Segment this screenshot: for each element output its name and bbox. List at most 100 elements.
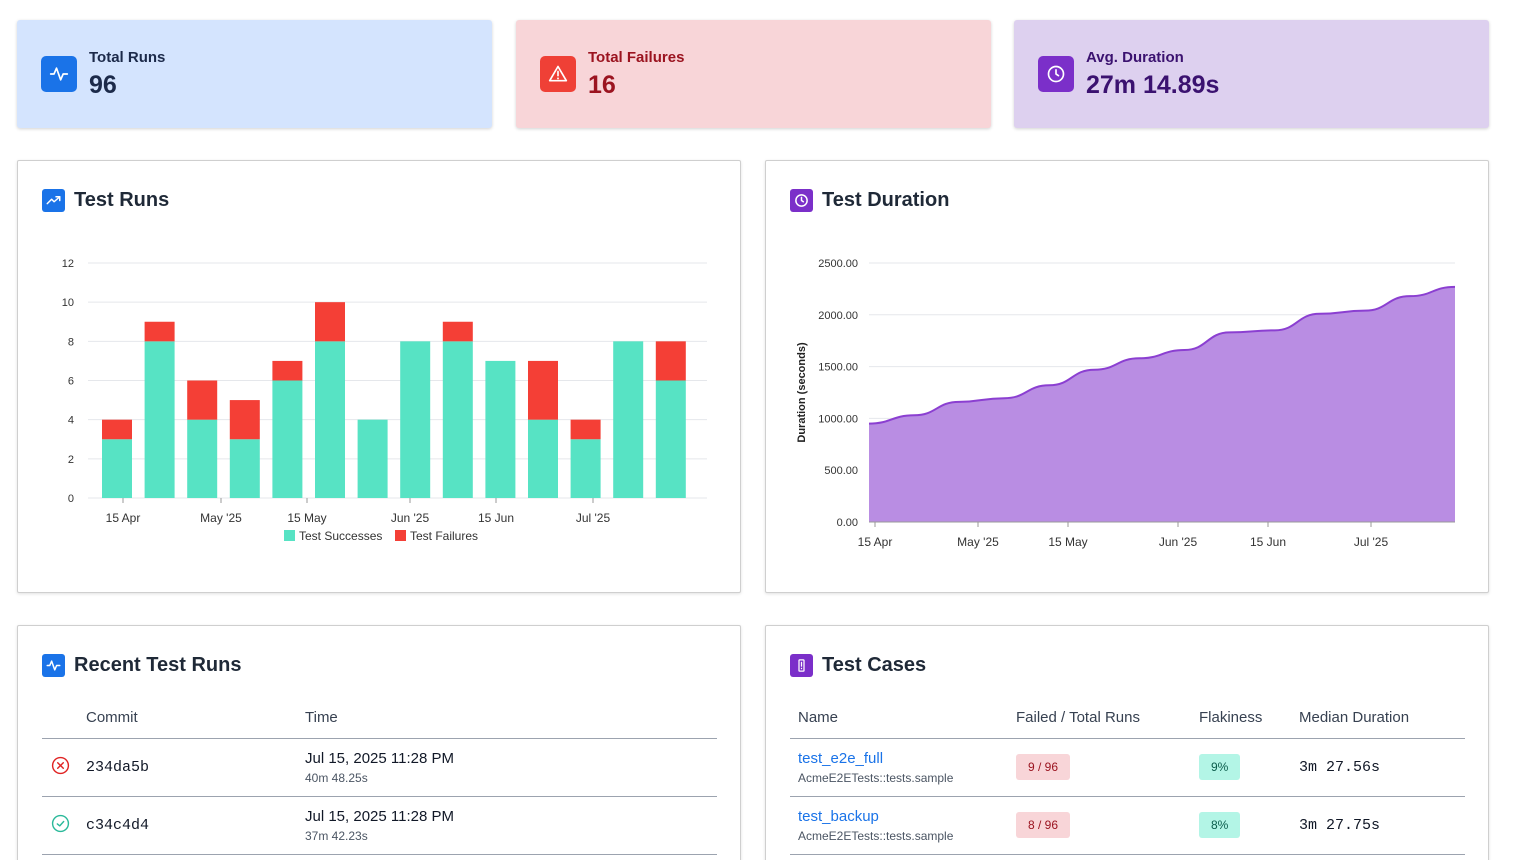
total-failures-card: Total Failures 16: [516, 20, 991, 128]
y-tick-label: 12: [62, 258, 74, 270]
duration-area: [869, 286, 1455, 522]
failed-total-cell: 8 / 96: [1016, 796, 1199, 855]
test-cases-title-text: Test Cases: [822, 654, 927, 676]
table-row[interactable]: c34c4d4 Jul 15, 2025 11:28 PM 37m 42.23s: [42, 796, 717, 855]
time-cell: Jul 15, 2025 11:28 PM 37m 42.23s: [305, 796, 717, 855]
clock-icon: [1038, 56, 1074, 92]
table-row[interactable]: test_e2e_full AcmeE2ETests::tests.sample…: [790, 738, 1465, 797]
name-cell: test_e2e_full AcmeE2ETests::tests.sample: [790, 738, 1016, 797]
exclamation-icon: [790, 654, 813, 677]
total-failures-label: Total Failures: [588, 48, 685, 66]
test-runs-chart: 0 2 4 6 8 10 12 15 Apr May '25 15 May Jun '25 15 Ju…: [62, 258, 707, 543]
recent-runs-table: Commit Time 234da5b Jul 15, 2025 11:28 P…: [42, 704, 717, 855]
median-duration: 3m 27.56s: [1299, 738, 1465, 797]
median-duration: 3m 27.75s: [1299, 796, 1465, 855]
run-time: Jul 15, 2025 11:28 PM: [305, 807, 454, 825]
run-duration: 40m 48.25s: [305, 770, 368, 785]
run-time: Jul 15, 2025 11:28 PM: [305, 749, 454, 767]
success-bar: [655, 380, 686, 498]
failure-bar: [315, 302, 345, 342]
success-bar: [570, 439, 601, 498]
x-tick-label: 15 Jun: [1250, 535, 1286, 549]
total-runs-card: Total Runs 96: [17, 20, 492, 128]
commit-hash[interactable]: c34c4d4: [86, 796, 305, 855]
failed-total-badge: 8 / 96: [1016, 812, 1071, 838]
failure-bar: [442, 321, 473, 342]
trending-up-icon: [42, 189, 65, 212]
test-duration-title-text: Test Duration: [822, 189, 950, 211]
success-bar: [315, 341, 345, 498]
y-tick-label: 1000.00: [818, 413, 858, 425]
success-bar: [400, 341, 431, 498]
name-cell: test_backup AcmeE2ETests::tests.sample: [790, 796, 1016, 855]
activity-icon: [42, 654, 65, 677]
y-tick-label: 2000.00: [818, 310, 858, 322]
recent-runs-title: Recent Test Runs: [42, 654, 241, 677]
y-tick-label: 1500.00: [818, 362, 858, 374]
flakiness-cell: 9%: [1199, 738, 1299, 797]
recent-runs-title-text: Recent Test Runs: [74, 654, 242, 676]
flakiness-badge: 8%: [1199, 812, 1241, 838]
y-tick-label: 500.00: [824, 465, 858, 477]
test-runs-title-text: Test Runs: [74, 189, 170, 211]
activity-icon: [41, 56, 77, 92]
median-duration-header: Median Duration: [1299, 704, 1465, 739]
success-bar: [144, 341, 175, 498]
time-cell: Jul 15, 2025 11:28 PM 40m 48.25s: [305, 738, 717, 797]
status-cell: [42, 796, 86, 855]
flakiness-badge: 9%: [1199, 754, 1241, 780]
total-runs-label: Total Runs: [89, 48, 166, 66]
name-header: Name: [790, 704, 1016, 739]
success-bar: [613, 341, 644, 498]
test-cases-table: Name Failed / Total Runs Flakiness Media…: [790, 704, 1465, 855]
failed-total-badge: 9 / 96: [1016, 754, 1071, 780]
duration-line: [868, 285, 1456, 425]
x-tick-label: 15 May: [1048, 535, 1087, 549]
failure-bar: [655, 341, 686, 381]
failure-bar: [229, 400, 260, 440]
legend-label-failures: Test Failures: [410, 529, 478, 543]
status-header: [42, 704, 86, 739]
success-bar: [272, 380, 303, 498]
avg-duration-value: 27m 14.89s: [1086, 70, 1220, 99]
table-row[interactable]: test_backup AcmeE2ETests::tests.sample 8…: [790, 796, 1465, 855]
test-cases-panel: Test Cases Name Failed / Total Runs Flak…: [765, 625, 1489, 860]
legend-label-successes: Test Successes: [299, 529, 382, 543]
test-runs-title: Test Runs: [42, 189, 169, 212]
y-axis-label: Duration (seconds): [796, 342, 808, 443]
failure-bar: [272, 360, 303, 381]
failure-bar: [570, 419, 601, 440]
test-suite: AcmeE2ETests::tests.sample: [798, 770, 954, 785]
failure-bar: [528, 360, 558, 420]
time-header: Time: [305, 704, 717, 739]
y-tick-label: 0: [68, 493, 74, 505]
y-tick-label: 0.00: [837, 517, 858, 529]
test-duration-chart: 0.00 500.00 1000.00 1500.00 2000.00 2500.00 Du…: [796, 258, 1456, 549]
x-tick-label: Jul '25: [1354, 535, 1389, 549]
x-tick-label: Jun '25: [1159, 535, 1198, 549]
success-bar: [442, 341, 473, 498]
commit-hash[interactable]: 234da5b: [86, 738, 305, 797]
table-row[interactable]: 234da5b Jul 15, 2025 11:28 PM 40m 48.25s: [42, 738, 717, 797]
y-tick-label: 4: [68, 415, 74, 427]
x-tick-label: 15 Apr: [858, 535, 893, 549]
x-tick-label: 15 May: [287, 511, 326, 525]
test-duration-panel: Test Duration 0.00 500.00 1000.00 1500.00 20…: [765, 160, 1489, 593]
y-tick-label: 2: [68, 454, 74, 466]
total-runs-value: 96: [89, 70, 117, 99]
legend-swatch-failures: [395, 530, 406, 541]
flakiness-header: Flakiness: [1199, 704, 1299, 739]
legend-swatch-successes: [284, 530, 295, 541]
avg-duration-label: Avg. Duration: [1086, 48, 1184, 66]
success-bar: [528, 419, 558, 498]
total-failures-value: 16: [588, 70, 616, 99]
check-circle-icon: [51, 814, 70, 837]
avg-duration-card: Avg. Duration 27m 14.89s: [1014, 20, 1489, 128]
success-bar: [187, 419, 218, 498]
success-bar: [485, 360, 516, 498]
test-case-link[interactable]: test_e2e_full: [798, 749, 884, 767]
failure-bar: [102, 419, 132, 440]
y-tick-label: 6: [68, 376, 74, 388]
test-case-link[interactable]: test_backup: [798, 807, 879, 825]
y-tick-label: 8: [68, 336, 74, 348]
